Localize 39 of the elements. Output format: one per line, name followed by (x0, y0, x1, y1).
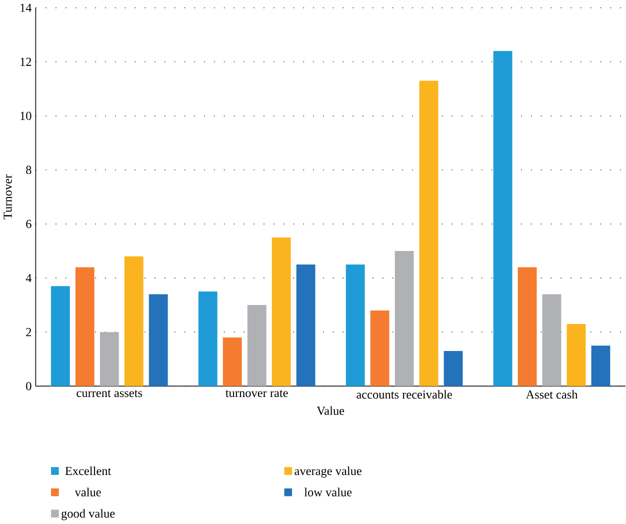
y-tick-label: 4 (26, 274, 32, 282)
y-tick-label: 2 (26, 328, 32, 336)
x-tick-label: current assets (76, 390, 142, 398)
bar (272, 238, 291, 386)
bar (370, 310, 390, 386)
bar (296, 264, 316, 386)
y-axis-title: Turnover (4, 174, 12, 220)
y-tick-label: 6 (26, 220, 32, 228)
bar (222, 338, 242, 386)
y-tick-label: 10 (20, 112, 32, 120)
y-tick-label: 12 (20, 58, 32, 66)
bar (124, 256, 144, 386)
y-tick-label: 14 (20, 4, 32, 12)
legend-label: value (74, 488, 101, 497)
bar (100, 332, 119, 386)
bar (591, 346, 610, 386)
x-tick-label: Asset cash (526, 390, 578, 399)
bar (198, 292, 218, 386)
legend-label: average value (294, 466, 362, 478)
bar (247, 305, 266, 386)
bar (518, 267, 537, 386)
x-tick-label: accounts receivable (356, 390, 452, 399)
bar (394, 251, 414, 386)
x-axis-title: Value (316, 406, 344, 416)
bar (346, 264, 365, 386)
bar (50, 286, 70, 386)
bar (444, 351, 463, 386)
y-tick-label: 8 (26, 166, 32, 174)
legend-label: Excellent (65, 466, 112, 476)
bar (566, 324, 586, 386)
bar (419, 80, 438, 386)
bar (148, 294, 168, 386)
x-tick-label: turnover rate (226, 390, 288, 398)
bar (75, 267, 94, 386)
legend-label: good value (62, 509, 115, 520)
bar (542, 294, 562, 386)
bar (493, 51, 512, 386)
legend-label: low value (304, 488, 352, 497)
y-tick-label: 0 (26, 382, 32, 390)
